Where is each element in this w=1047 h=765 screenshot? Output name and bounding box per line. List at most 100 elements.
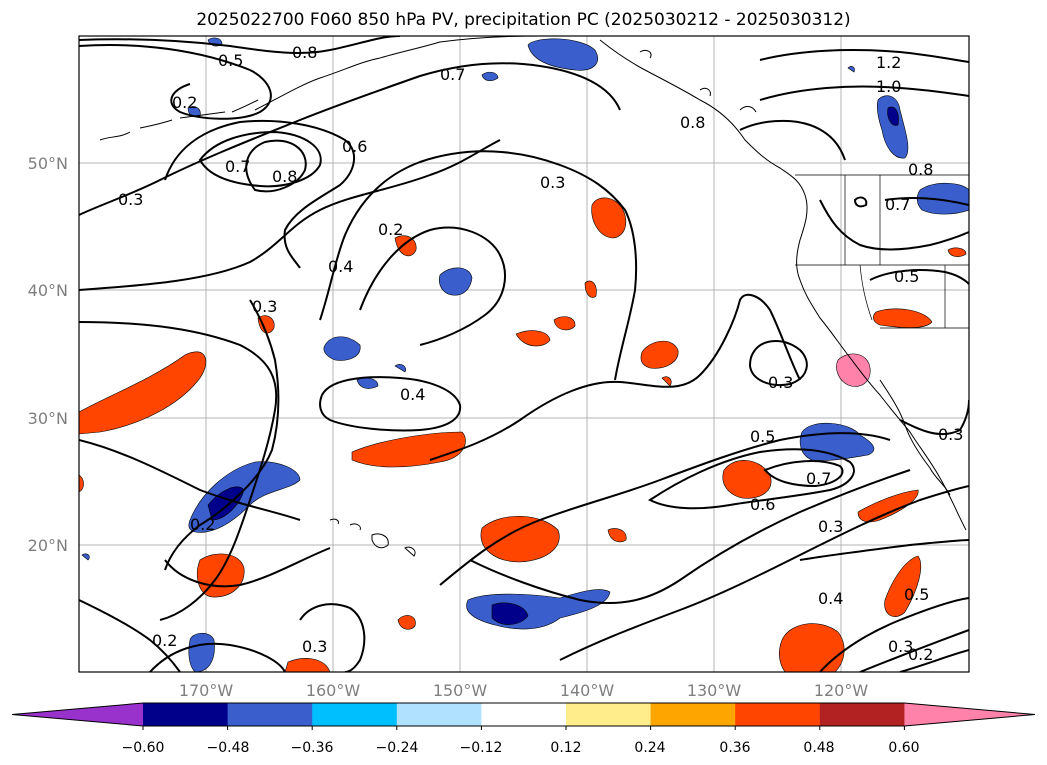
colorbar-extend-min bbox=[12, 703, 143, 726]
colorbar-segment bbox=[566, 703, 652, 726]
pv-contour bbox=[79, 439, 301, 521]
pv-contour bbox=[359, 226, 506, 346]
pv-contour bbox=[164, 299, 280, 571]
lon-label: 120°W bbox=[814, 681, 869, 700]
pv-contour bbox=[899, 399, 969, 436]
contour-label: 0.5 bbox=[904, 585, 929, 604]
lat-label: 40°N bbox=[28, 281, 68, 300]
state-boundaries bbox=[795, 174, 969, 329]
pv-contour bbox=[759, 85, 969, 101]
colorbar-segment bbox=[227, 703, 313, 726]
precip-area bbox=[947, 247, 967, 257]
precip-area bbox=[481, 71, 499, 81]
lat-label: 30°N bbox=[28, 409, 68, 428]
precip-area bbox=[779, 623, 845, 672]
lat-labels: 50°N 40°N 30°N 20°N bbox=[28, 154, 68, 555]
contour-label: 0.2 bbox=[378, 220, 403, 239]
coastline-islands bbox=[639, 49, 757, 113]
precip-area bbox=[491, 602, 529, 625]
contour-label: 0.2 bbox=[152, 631, 177, 650]
precip-area bbox=[553, 316, 576, 331]
pv-contour bbox=[559, 485, 969, 661]
contour-label: 0.8 bbox=[908, 160, 933, 179]
contour-label: 0.7 bbox=[225, 157, 250, 176]
pv-contour bbox=[748, 340, 808, 386]
pv-contour bbox=[319, 376, 462, 432]
colorbar-tick-label: 0.24 bbox=[634, 740, 665, 756]
pv-contour bbox=[869, 269, 969, 285]
precip-area bbox=[640, 340, 679, 369]
contour-label: 0.2 bbox=[190, 515, 215, 534]
contour-label: 1.2 bbox=[876, 53, 901, 72]
pv-contour bbox=[319, 150, 638, 381]
colorbar-segment bbox=[312, 703, 398, 726]
contour-label: 0.3 bbox=[540, 173, 565, 192]
contour-label: 0.3 bbox=[938, 425, 963, 444]
pv-contour bbox=[245, 139, 307, 193]
coastline-baja bbox=[879, 379, 951, 496]
lat-label: 20°N bbox=[28, 536, 68, 555]
precip-area bbox=[876, 95, 909, 159]
coastline-bc bbox=[599, 39, 967, 531]
colorbar-tick-label: −0.36 bbox=[291, 740, 334, 756]
pv-contour bbox=[429, 293, 801, 461]
pv-contour bbox=[198, 130, 322, 188]
pv-contour bbox=[469, 469, 911, 605]
precip-area bbox=[394, 235, 417, 257]
lon-label: 130°W bbox=[687, 681, 742, 700]
coastline-aleutians bbox=[99, 99, 259, 141]
pv-contour bbox=[799, 539, 969, 561]
precip-area bbox=[323, 336, 361, 361]
colorbar-tick-label: −0.12 bbox=[460, 740, 503, 756]
colorbar-segment bbox=[735, 703, 821, 726]
colorbar-tick-label: 0.12 bbox=[550, 740, 581, 756]
contour-label: 0.2 bbox=[908, 645, 933, 664]
contour-label: 0.3 bbox=[888, 637, 913, 656]
contour-label: 0.7 bbox=[806, 469, 831, 488]
pv-contour bbox=[164, 547, 331, 588]
lon-label: 170°W bbox=[179, 681, 234, 700]
contour-label: 0.4 bbox=[328, 257, 353, 276]
precip-area bbox=[438, 267, 473, 296]
precip-area bbox=[480, 515, 560, 563]
contour-label: 0.7 bbox=[440, 65, 465, 84]
precip-area bbox=[916, 182, 969, 215]
colorbar-segment bbox=[143, 703, 229, 726]
contour-label: 0.8 bbox=[272, 167, 297, 186]
precip-area bbox=[607, 528, 627, 543]
lon-labels: 170°W 160°W 150°W 140°W 130°W 120°W bbox=[179, 681, 869, 700]
precip-area bbox=[887, 106, 899, 126]
coastline-alaska bbox=[254, 36, 541, 111]
precip-area bbox=[847, 66, 855, 73]
contour-label: 0.3 bbox=[768, 373, 793, 392]
colorbar-tick-label: 0.36 bbox=[719, 740, 750, 756]
pv-contour bbox=[819, 597, 969, 672]
colorbar-segment bbox=[650, 703, 736, 726]
contour-label: 0.3 bbox=[302, 637, 327, 656]
precip-shading bbox=[79, 37, 969, 672]
colorbar-tick-label: 0.60 bbox=[888, 740, 919, 756]
pv-contour bbox=[853, 196, 868, 208]
pv-contour bbox=[439, 432, 891, 586]
lon-label: 160°W bbox=[306, 681, 361, 700]
lon-label: 150°W bbox=[433, 681, 488, 700]
precip-area bbox=[79, 351, 207, 435]
precip-area bbox=[188, 632, 215, 672]
colorbar-tick-label: 0.48 bbox=[803, 740, 834, 756]
pv-contour bbox=[759, 49, 969, 63]
precip-area bbox=[591, 197, 627, 239]
contour-label: 1.0 bbox=[876, 77, 901, 96]
pv-contour bbox=[79, 599, 181, 672]
colorbar-segment bbox=[481, 703, 567, 726]
contour-label: 0.6 bbox=[750, 495, 775, 514]
contour-label: 0.3 bbox=[252, 297, 277, 316]
pv-contour bbox=[859, 629, 969, 672]
precip-area bbox=[722, 460, 772, 499]
lon-label: 140°W bbox=[560, 681, 615, 700]
pv-contour bbox=[79, 62, 621, 216]
pv-contour bbox=[763, 460, 844, 488]
contour-label: 0.8 bbox=[680, 113, 705, 132]
lat-label: 50°N bbox=[28, 154, 68, 173]
colorbar-segment bbox=[819, 703, 905, 726]
